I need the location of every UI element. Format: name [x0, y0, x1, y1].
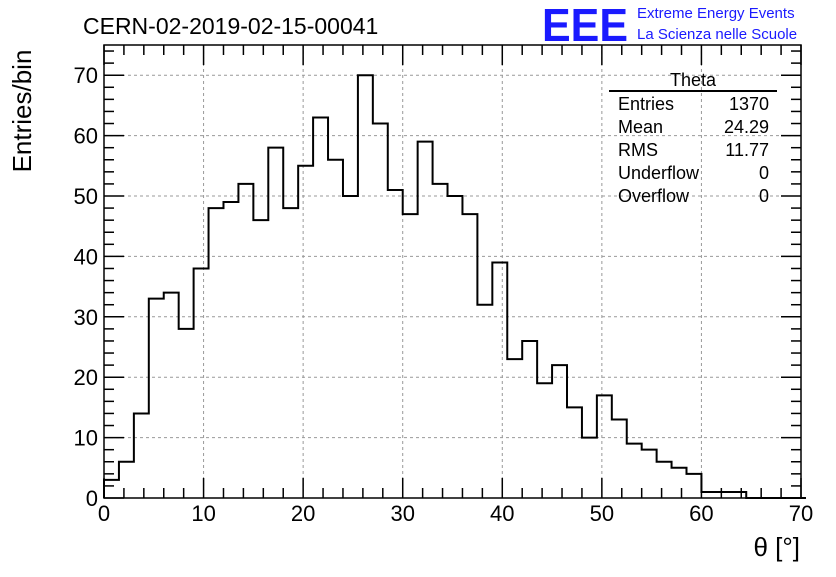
x-tick-label: 60	[689, 501, 713, 526]
x-tick-label: 70	[789, 501, 813, 526]
stats-label-mean: Mean	[618, 117, 663, 137]
logo-line-1: Extreme Energy Events	[637, 5, 795, 22]
stats-label-rms: RMS	[618, 140, 658, 160]
y-tick-label: 50	[74, 184, 98, 209]
histogram-series	[103, 74, 806, 499]
x-tick-labels: 0 10 20 30 40 50 60 70	[98, 501, 813, 526]
logo-line-2: La Scienza nelle Scuole	[637, 26, 797, 43]
stats-box: Theta Entries 1370 Mean 24.29 RMS 11.77 …	[609, 70, 777, 206]
x-tick-label: 40	[490, 501, 514, 526]
y-tick-labels: 0 10 20 30 40 50 60 70	[74, 63, 98, 511]
stats-value-overflow: 0	[759, 186, 769, 206]
y-tick-label: 70	[74, 63, 98, 88]
stats-title: Theta	[670, 70, 717, 90]
y-axis-label: Entries/bin	[7, 50, 37, 173]
x-axis-label: θ [°]	[753, 532, 800, 562]
x-tick-label: 10	[191, 501, 215, 526]
y-tick-label: 60	[74, 124, 98, 149]
x-tick-label: 20	[291, 501, 315, 526]
stats-label-entries: Entries	[618, 94, 674, 114]
stats-value-mean: 24.29	[724, 117, 769, 137]
y-tick-label: 40	[74, 244, 98, 269]
y-tick-label: 0	[86, 486, 98, 511]
x-tick-label: 50	[590, 501, 614, 526]
axis-ticks	[103, 45, 802, 499]
grid-lines	[104, 45, 801, 498]
x-tick-label: 30	[390, 501, 414, 526]
y-tick-label: 20	[74, 365, 98, 390]
stats-value-rms: 11.77	[725, 140, 769, 160]
x-tick-label: 0	[98, 501, 110, 526]
stats-value-entries: 1370	[729, 94, 769, 114]
y-tick-label: 30	[74, 305, 98, 330]
stats-label-underflow: Underflow	[618, 163, 700, 183]
plot-frame	[103, 44, 802, 499]
stats-value-underflow: 0	[759, 163, 769, 183]
y-tick-label: 10	[74, 426, 98, 451]
stats-label-overflow: Overflow	[618, 186, 690, 206]
eee-logo: EEE	[542, 0, 628, 51]
run-title: CERN-02-2019-02-15-00041	[83, 13, 378, 39]
